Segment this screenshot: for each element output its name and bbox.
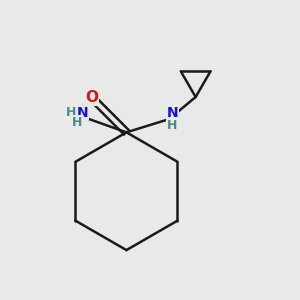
Text: N: N bbox=[76, 106, 88, 120]
Text: H: H bbox=[71, 116, 82, 129]
Text: N: N bbox=[166, 106, 178, 120]
Text: O: O bbox=[85, 90, 98, 105]
Text: H: H bbox=[167, 119, 177, 132]
Text: H: H bbox=[66, 106, 76, 119]
